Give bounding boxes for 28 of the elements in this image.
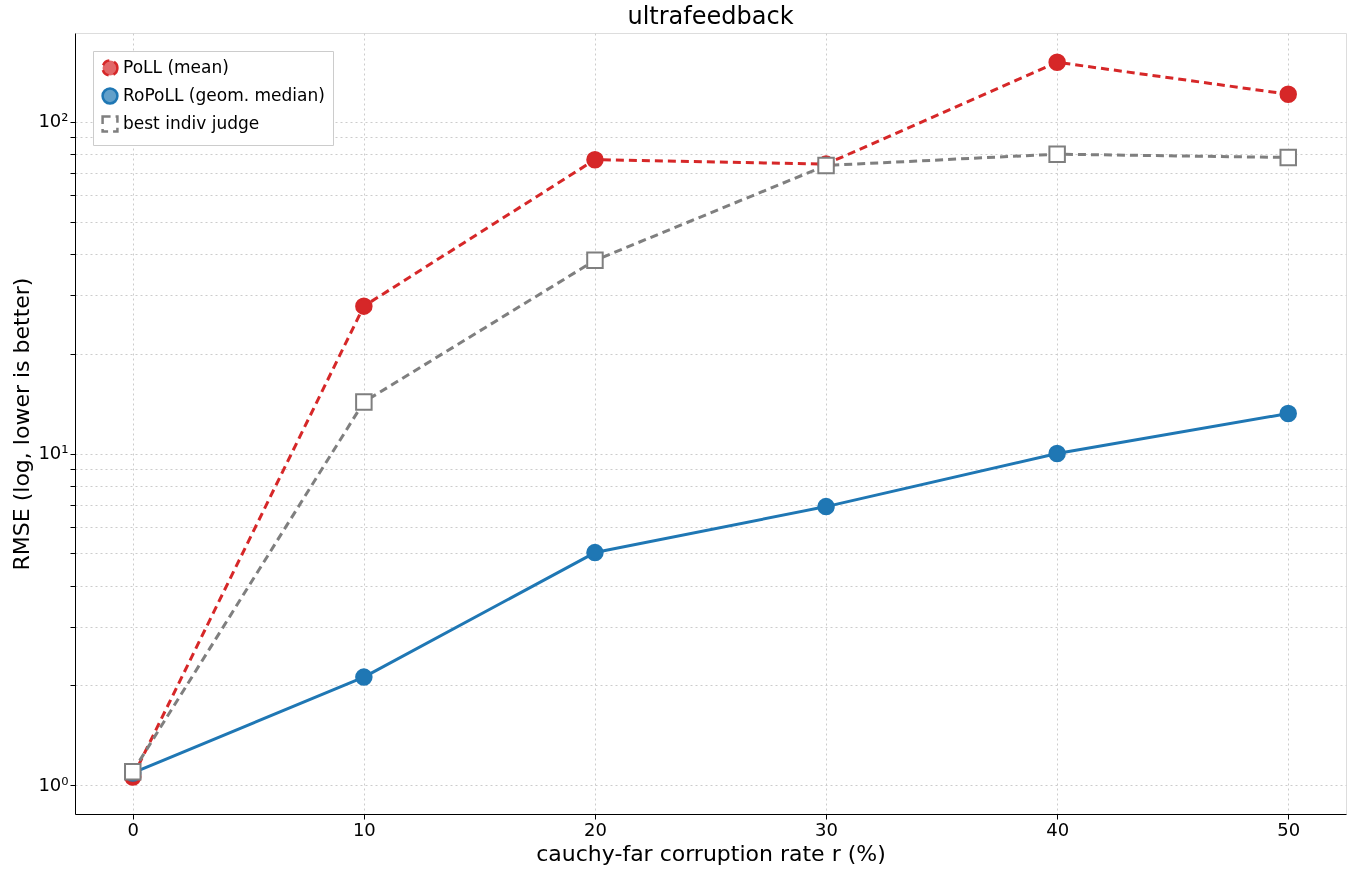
x-tick-label: 40 xyxy=(1046,818,1070,840)
y-tick-label: 10² xyxy=(38,110,69,132)
point xyxy=(586,150,604,169)
point xyxy=(586,543,604,562)
x-axis-title: cauchy-far corruption rate r (%) xyxy=(536,840,886,866)
point xyxy=(1048,53,1066,71)
point xyxy=(1279,148,1297,167)
x-tick-label: 10 xyxy=(352,818,376,840)
x-tick-label: 20 xyxy=(584,818,607,840)
point xyxy=(1048,444,1066,463)
point xyxy=(1279,85,1297,103)
point xyxy=(355,668,373,686)
point xyxy=(1279,404,1297,423)
point xyxy=(355,393,373,411)
y-tick-label: 10¹ xyxy=(38,442,69,464)
point xyxy=(1048,145,1066,163)
point xyxy=(817,497,835,516)
point xyxy=(355,297,373,315)
y-axis-title: RMSE (log, lower is better) xyxy=(9,277,35,571)
legend-label: RoPoLL (geom. median) xyxy=(123,85,325,105)
x-tick-label: 0 xyxy=(127,818,139,840)
y-tick-label: 10⁰ xyxy=(38,773,69,795)
x-tick-label: 50 xyxy=(1277,818,1301,840)
legend-label: best indiv judge xyxy=(123,113,260,133)
chart-title: ultrafeedback xyxy=(627,2,794,30)
point xyxy=(586,251,604,270)
legend-label: PoLL (mean) xyxy=(123,57,229,77)
x-tick-label: 30 xyxy=(815,818,838,840)
